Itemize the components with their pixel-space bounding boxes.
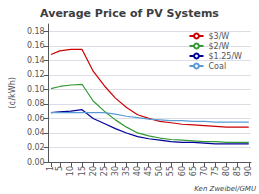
svg-text:80: 80 bbox=[222, 166, 231, 176]
svg-text:$2/W: $2/W bbox=[208, 42, 229, 51]
svg-text:90: 90 bbox=[244, 166, 253, 176]
svg-text:50: 50 bbox=[155, 166, 164, 176]
svg-text:15: 15 bbox=[78, 166, 87, 176]
svg-text:0.18: 0.18 bbox=[27, 27, 45, 36]
svg-text:40: 40 bbox=[133, 166, 142, 176]
svg-text:0.12: 0.12 bbox=[27, 70, 45, 79]
svg-text:25: 25 bbox=[100, 166, 109, 176]
svg-text:20: 20 bbox=[89, 166, 98, 176]
svg-text:Ken Zweibel/GMU: Ken Zweibel/GMU bbox=[194, 185, 256, 193]
svg-text:0.02: 0.02 bbox=[27, 143, 45, 152]
svg-text:Average Price of PV Systems: Average Price of PV Systems bbox=[40, 7, 219, 20]
svg-text:0.08: 0.08 bbox=[27, 99, 45, 108]
svg-text:30: 30 bbox=[111, 166, 120, 176]
svg-text:55: 55 bbox=[166, 166, 175, 176]
svg-text:(¢/kWh): (¢/kWh) bbox=[8, 77, 17, 109]
svg-text:35: 35 bbox=[122, 166, 131, 176]
svg-text:0.00: 0.00 bbox=[27, 158, 45, 167]
svg-text:75: 75 bbox=[211, 166, 220, 176]
svg-text:10: 10 bbox=[66, 166, 75, 176]
svg-text:70: 70 bbox=[200, 166, 209, 176]
svg-text:5: 5 bbox=[55, 166, 64, 171]
svg-text:65: 65 bbox=[189, 166, 198, 176]
svg-text:0.06: 0.06 bbox=[27, 114, 45, 123]
svg-text:0.10: 0.10 bbox=[27, 85, 45, 94]
svg-text:0.04: 0.04 bbox=[27, 128, 45, 137]
svg-text:1: 1 bbox=[46, 166, 55, 171]
svg-text:0.16: 0.16 bbox=[27, 41, 45, 50]
svg-text:60: 60 bbox=[178, 166, 187, 176]
svg-text:85: 85 bbox=[233, 166, 242, 176]
svg-text:0.14: 0.14 bbox=[27, 56, 45, 65]
svg-text:Coal: Coal bbox=[208, 62, 226, 71]
svg-text:45: 45 bbox=[144, 166, 153, 176]
svg-text:$3/W: $3/W bbox=[208, 32, 229, 41]
svg-text:$1.25/W: $1.25/W bbox=[208, 52, 242, 61]
